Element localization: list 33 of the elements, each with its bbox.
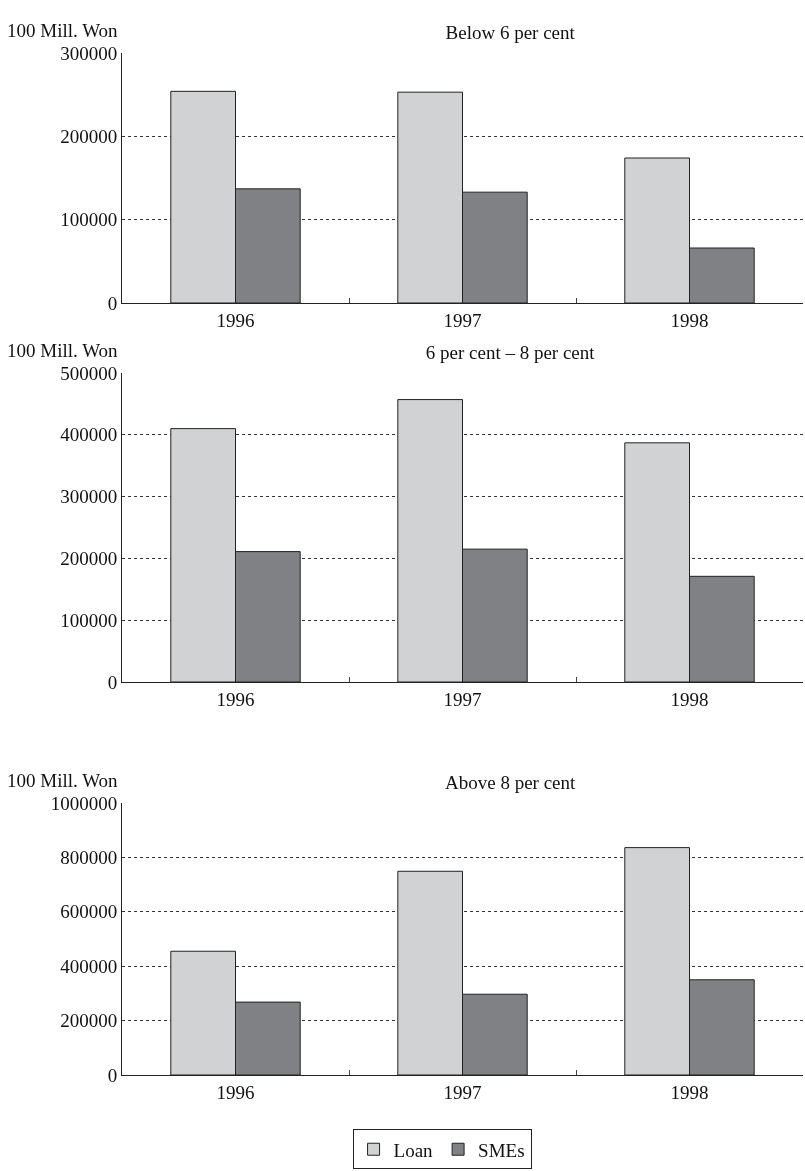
y-axis-title: 100 Mill. Won: [7, 770, 119, 791]
x-tick-label: 1998: [670, 688, 709, 710]
x-tick-label: 1998: [670, 1081, 709, 1103]
y-tick-label: 800000: [60, 847, 118, 869]
chart-title: Above 8 per cent: [445, 772, 577, 793]
legend-label: SMEs: [478, 1139, 525, 1161]
y-tick-label: 600000: [60, 901, 118, 923]
x-tick-label: 1996: [216, 1081, 255, 1103]
x-tick-label: 1997: [443, 688, 482, 710]
y-tick-label: 200000: [60, 125, 118, 147]
y-tick-label: 0: [107, 1064, 118, 1086]
y-tick-label: 500000: [60, 362, 118, 384]
x-tick-label: 1997: [443, 1081, 482, 1103]
chart-title: Below 6 per cent: [445, 22, 576, 43]
y-tick-label: 300000: [60, 486, 118, 508]
y-tick-label: 400000: [60, 955, 118, 977]
chart-title: 6 per cent – 8 per cent: [425, 342, 596, 363]
y-tick-label: 400000: [60, 424, 118, 446]
y-axis-title: 100 Mill. Won: [7, 20, 119, 41]
y-tick-label: 300000: [60, 42, 118, 64]
y-tick-label: 100000: [60, 609, 118, 631]
y-tick-label: 200000: [60, 548, 118, 570]
legend-label: Loan: [393, 1139, 434, 1161]
y-axis-title: 100 Mill. Won: [7, 340, 119, 361]
y-tick-label: 100000: [60, 209, 118, 231]
y-tick-label: 0: [107, 292, 118, 314]
y-tick-label: 1000000: [50, 792, 118, 814]
x-tick-label: 1997: [443, 309, 482, 331]
y-tick-label: 0: [107, 671, 118, 693]
y-tick-label: 200000: [60, 1010, 118, 1032]
x-tick-label: 1996: [216, 309, 255, 331]
x-tick-label: 1998: [670, 309, 709, 331]
x-tick-label: 1996: [216, 688, 255, 710]
